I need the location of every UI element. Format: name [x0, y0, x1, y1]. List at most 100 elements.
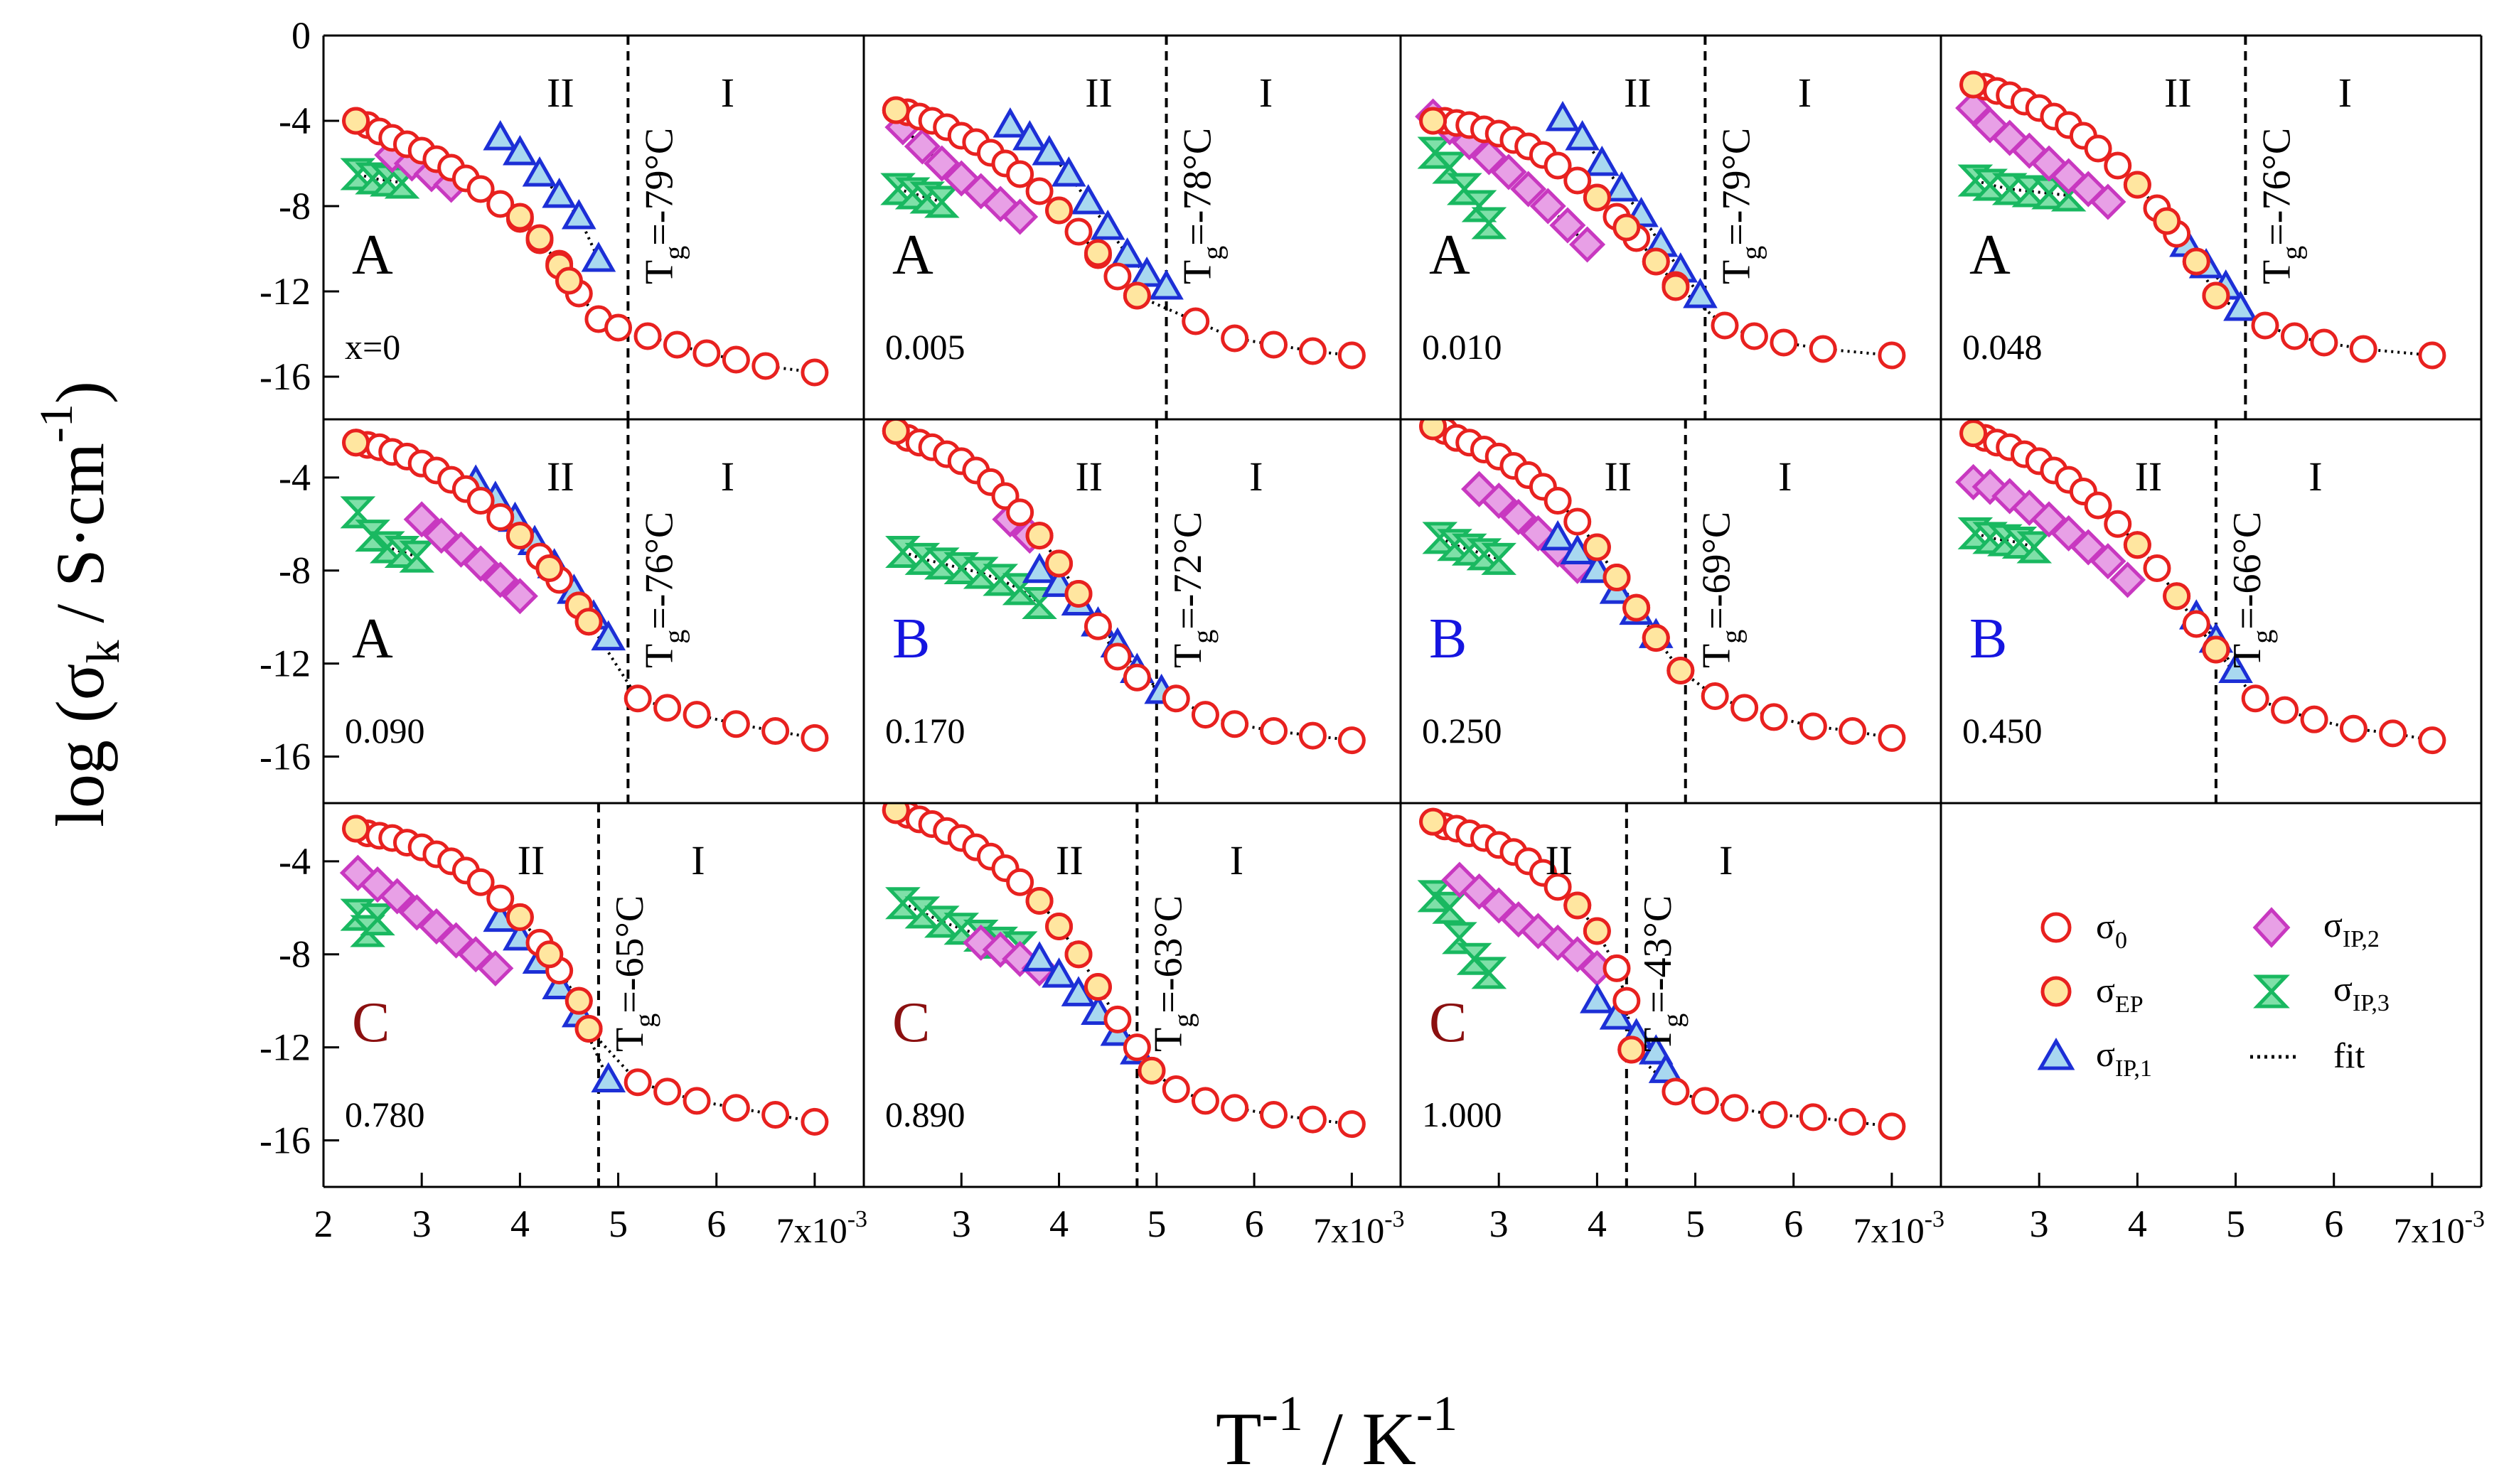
point-s0-17: [633, 322, 662, 350]
fit-line-sIP3: [897, 188, 943, 203]
point-s0-10: [1563, 166, 1592, 195]
point-s0-19: [2339, 714, 2367, 743]
point-sEP-3: [1123, 281, 1151, 310]
legend: σ0 σEP σIP,1 σIP,2 σIP,3 fit: [2037, 905, 2390, 1082]
point-s0-12: [1603, 954, 1631, 982]
tg-sub: g: [2275, 246, 2307, 260]
point-sIP3-0: [885, 536, 921, 569]
y-tick-label: -4: [279, 456, 311, 499]
composition-label: 0.010: [1422, 327, 1502, 367]
point-s0-21: [1878, 724, 1906, 752]
point-sEP-4: [574, 1014, 603, 1043]
point-sIP3-4: [963, 556, 999, 589]
phase-label: B: [1969, 608, 2007, 670]
panel-6: II ITg=-69°CB0.250: [1419, 419, 1906, 803]
point-sIP2-0: [403, 501, 440, 538]
point-sIP2-2: [924, 145, 961, 182]
fit-line-s0: [1972, 431, 2433, 742]
point-s0-18: [2300, 705, 2328, 733]
point-s0-9: [2084, 491, 2112, 520]
point-s0-18: [663, 330, 691, 359]
point-s0-16: [1711, 311, 1739, 340]
legend-sEP: σEP: [2040, 970, 2144, 1018]
point-s0-9: [1543, 487, 1572, 515]
point-s0-20: [761, 717, 790, 746]
legend-sIP3-label: σIP,3: [2333, 969, 2390, 1016]
legend-fit-label: fit: [2333, 1036, 2365, 1075]
point-sEP-1: [1583, 183, 1611, 212]
point-s0-20: [1839, 1107, 1867, 1136]
x-tick-label: 6: [2324, 1203, 2343, 1245]
point-sEP-2: [525, 224, 554, 252]
point-s0-17: [1191, 701, 1219, 729]
point-s0-18: [683, 1087, 711, 1115]
point-sIP1-7: [1683, 277, 1718, 308]
point-s0-19: [722, 1094, 750, 1122]
point-s0-16: [1182, 307, 1210, 335]
x-tick-label: 5: [1147, 1203, 1166, 1245]
region-II-label: II: [518, 837, 545, 883]
point-s0-21: [801, 1107, 829, 1136]
tg-sub: g: [658, 246, 690, 260]
point-sIP2-7: [2090, 543, 2126, 580]
phase-label: A: [352, 608, 393, 670]
x-tick-label: 3: [412, 1203, 432, 1245]
point-sEP-2: [1084, 239, 1112, 267]
point-sEP-4: [574, 608, 603, 636]
point-sEP-0: [342, 814, 370, 843]
tg-value: =-79°C: [1714, 128, 1758, 246]
tg-prefix: T: [1146, 1028, 1190, 1052]
panel-plot-4: [340, 419, 829, 803]
point-sIP1-8: [1149, 269, 1184, 300]
point-sEP-0: [342, 107, 370, 135]
region-II-label: II: [1545, 837, 1573, 883]
point-s0-20: [722, 345, 750, 374]
point-sEP-3: [1617, 1036, 1646, 1064]
point-s0-10: [1025, 177, 1054, 205]
x-tick-last-exp: -3: [1384, 1206, 1404, 1232]
x-tick-last-exp: -3: [2465, 1206, 2485, 1232]
composition-label: 0.048: [1962, 327, 2043, 367]
point-sIP1-5: [1090, 209, 1125, 240]
y-tick-label: -12: [260, 270, 311, 313]
point-sIP1-2: [1032, 134, 1067, 166]
point-s0-15: [1123, 1033, 1151, 1062]
point-sIP2-4: [1490, 154, 1527, 190]
region-II-label: II: [547, 70, 574, 116]
point-sEP-2: [2163, 582, 2191, 611]
phase-label: B: [892, 608, 930, 670]
y-axis-label: log (σk / S·cm-1): [31, 381, 129, 827]
panel-8: II ITg=-65°CC0.780: [339, 803, 829, 1187]
x-tick-last-base: 7x10: [1853, 1210, 1925, 1250]
xlabel-mid: / K: [1303, 1397, 1416, 1480]
point-sEP-1: [505, 903, 534, 931]
point-sEP-2: [1045, 912, 1074, 940]
point-s0-21: [801, 724, 829, 752]
point-s0-17: [653, 1077, 682, 1106]
tg-prefix: T: [1636, 1028, 1680, 1052]
point-s0-9: [1543, 151, 1572, 180]
point-s0-17: [1221, 324, 1249, 353]
region-I-label: I: [1249, 453, 1263, 500]
point-sEP-0: [1419, 807, 1448, 836]
fit-line-sIP3: [1974, 179, 2069, 197]
panel-plot-3: [1955, 36, 2446, 419]
point-sEP-1: [505, 522, 534, 550]
x-tick-label: 5: [609, 1203, 628, 1245]
point-sIP1-2: [1584, 145, 1620, 176]
x-tick-label: 4: [1588, 1203, 1607, 1245]
x-tick-label: 5: [2226, 1203, 2245, 1245]
legend-s0-label: σ0: [2096, 906, 2127, 954]
x-tick-label: 3: [952, 1203, 971, 1245]
tg-prefix: T: [1695, 644, 1739, 668]
tg-label: Tg=-76°C: [2254, 128, 2307, 284]
panel-4: II ITg=-76°CA0.090: [340, 419, 829, 803]
point-s0-16: [624, 684, 652, 713]
xlabel-sup1: -1: [1262, 1387, 1303, 1441]
point-sIP1-0: [1540, 520, 1575, 551]
point-s0-17: [2271, 696, 2299, 724]
point-s0-10: [2104, 510, 2132, 538]
point-sIP1-0: [992, 107, 1028, 138]
tg-prefix: T: [1176, 260, 1220, 284]
